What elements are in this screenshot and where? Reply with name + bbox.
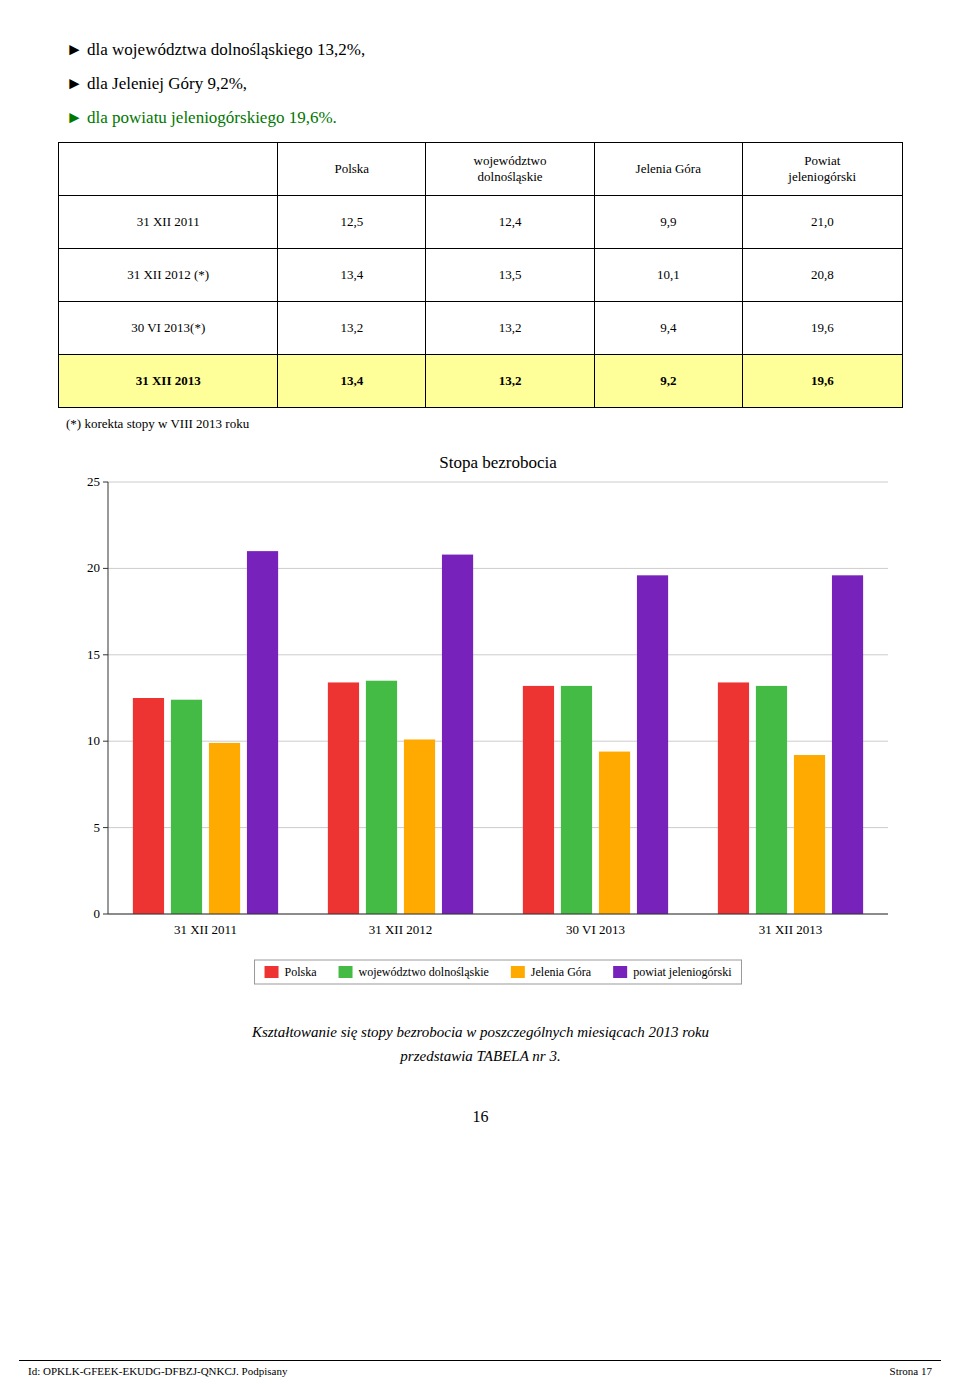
table-cell: 19,6 (742, 355, 902, 408)
legend-swatch (613, 966, 627, 978)
bar (171, 700, 202, 914)
page-number: 16 (58, 1108, 903, 1126)
bottom-text-line: przedstawia TABELA nr 3. (58, 1044, 903, 1068)
y-tick (103, 482, 108, 483)
x-tick-label: 31 XII 2012 (369, 922, 433, 937)
bar (637, 575, 668, 914)
page: ► dla województwa dolnośląskiego 13,2%, ►… (58, 40, 903, 1126)
table-header-cell: województwo dolnośląskie (426, 143, 595, 196)
y-tick (103, 654, 108, 655)
legend-swatch (339, 966, 353, 978)
table-header-row: Polskawojewództwo dolnośląskieJelenia Gó… (59, 143, 903, 196)
table-cell: 20,8 (742, 249, 902, 302)
table-cell: 9,4 (594, 302, 742, 355)
x-tick-label: 30 VI 2013 (566, 922, 625, 937)
table-cell: 31 XII 2013 (59, 355, 278, 408)
table-cell: 21,0 (742, 196, 902, 249)
bottom-text-line: Kształtowanie się stopy bezrobocia w pos… (58, 1020, 903, 1044)
chart: Stopa bezrobocia 0 5 10 15 20 25 31 XII 2011 31 … (58, 446, 903, 1006)
bar (442, 555, 473, 914)
table-cell: 10,1 (594, 249, 742, 302)
table-cell: 31 XII 2012 (*) (59, 249, 278, 302)
bar (209, 743, 240, 914)
table-row: 31 XII 201313,413,29,219,6 (59, 355, 903, 408)
y-tick-label: 20 (87, 560, 100, 575)
bar (404, 739, 435, 914)
table-row: 31 XII 2012 (*)13,413,510,120,8 (59, 249, 903, 302)
table-header-cell: Polska (278, 143, 426, 196)
x-axis (108, 914, 888, 915)
y-tick-label: 0 (94, 906, 101, 921)
bar (832, 575, 863, 914)
table-cell: 13,4 (278, 355, 426, 408)
y-tick (103, 568, 108, 569)
legend-swatch (265, 966, 279, 978)
legend: Polska województwo dolnośląskie Jelenia Gó… (255, 960, 742, 984)
table-cell: 13,5 (426, 249, 595, 302)
table-cell: 12,4 (426, 196, 595, 249)
table-cell: 13,4 (278, 249, 426, 302)
y-tick-label: 10 (87, 733, 100, 748)
y-tick (103, 914, 108, 915)
legend-swatch (511, 966, 525, 978)
x-tick-label: 31 XII 2011 (174, 922, 237, 937)
y-tick (103, 741, 108, 742)
table-header-cell: Jelenia Góra (594, 143, 742, 196)
bar (328, 682, 359, 914)
y-tick (103, 827, 108, 828)
footnote: (*) korekta stopy w VIII 2013 roku (66, 416, 903, 432)
bar (718, 682, 749, 914)
grid-line (108, 482, 888, 483)
y-tick-label: 15 (87, 647, 100, 662)
y-tick-label: 25 (87, 474, 100, 489)
bar (794, 755, 825, 914)
bullet-line: ► dla województwa dolnośląskiego 13,2%, (66, 40, 903, 60)
bar (599, 752, 630, 914)
table-cell: 30 VI 2013(*) (59, 302, 278, 355)
legend-label: Jelenia Góra (531, 965, 592, 979)
grid-line (108, 568, 888, 569)
table-cell: 13,2 (278, 302, 426, 355)
bottom-text: Kształtowanie się stopy bezrobocia w pos… (58, 1020, 903, 1068)
table-cell: 19,6 (742, 302, 902, 355)
table-cell: 12,5 (278, 196, 426, 249)
table-cell: 9,9 (594, 196, 742, 249)
footer-left: Id: OPKLK-GFEEK-EKUDG-DFBZJ-QNKCJ. Podpi… (19, 1365, 296, 1377)
bar (523, 686, 554, 914)
table-cell: 9,2 (594, 355, 742, 408)
bar (133, 698, 164, 914)
footer-right: Strona 17 (881, 1365, 941, 1377)
table-cell: 13,2 (426, 355, 595, 408)
bars (133, 551, 863, 914)
bar (561, 686, 592, 914)
y-axis (108, 482, 109, 914)
bullet-line: ► dla Jeleniej Góry 9,2%, (66, 74, 903, 94)
table-header-cell: Powiat jeleniogórski (742, 143, 902, 196)
table: Polskawojewództwo dolnośląskieJelenia Gó… (58, 142, 903, 408)
table-cell: 13,2 (426, 302, 595, 355)
bar (366, 681, 397, 914)
legend-label: powiat jeleniogórski (633, 965, 732, 979)
chart-title: Stopa bezrobocia (439, 453, 557, 472)
grid-line (108, 914, 888, 915)
y-tick-label: 5 (94, 820, 101, 835)
table-cell: 31 XII 2011 (59, 196, 278, 249)
grid-line (108, 654, 888, 655)
table-row: 31 XII 201112,512,49,921,0 (59, 196, 903, 249)
table-header-cell (59, 143, 278, 196)
x-tick-label: 31 XII 2013 (759, 922, 823, 937)
legend-label: województwo dolnośląskie (359, 965, 489, 979)
legend-frame (255, 960, 742, 984)
table-row: 30 VI 2013(*)13,213,29,419,6 (59, 302, 903, 355)
legend-label: Polska (285, 965, 318, 979)
bullet-line: ► dla powiatu jeleniogórskiego 19,6%. (66, 108, 903, 128)
footer: Id: OPKLK-GFEEK-EKUDG-DFBZJ-QNKCJ. Podpi… (19, 1360, 941, 1377)
bar (247, 551, 278, 914)
bar (756, 686, 787, 914)
